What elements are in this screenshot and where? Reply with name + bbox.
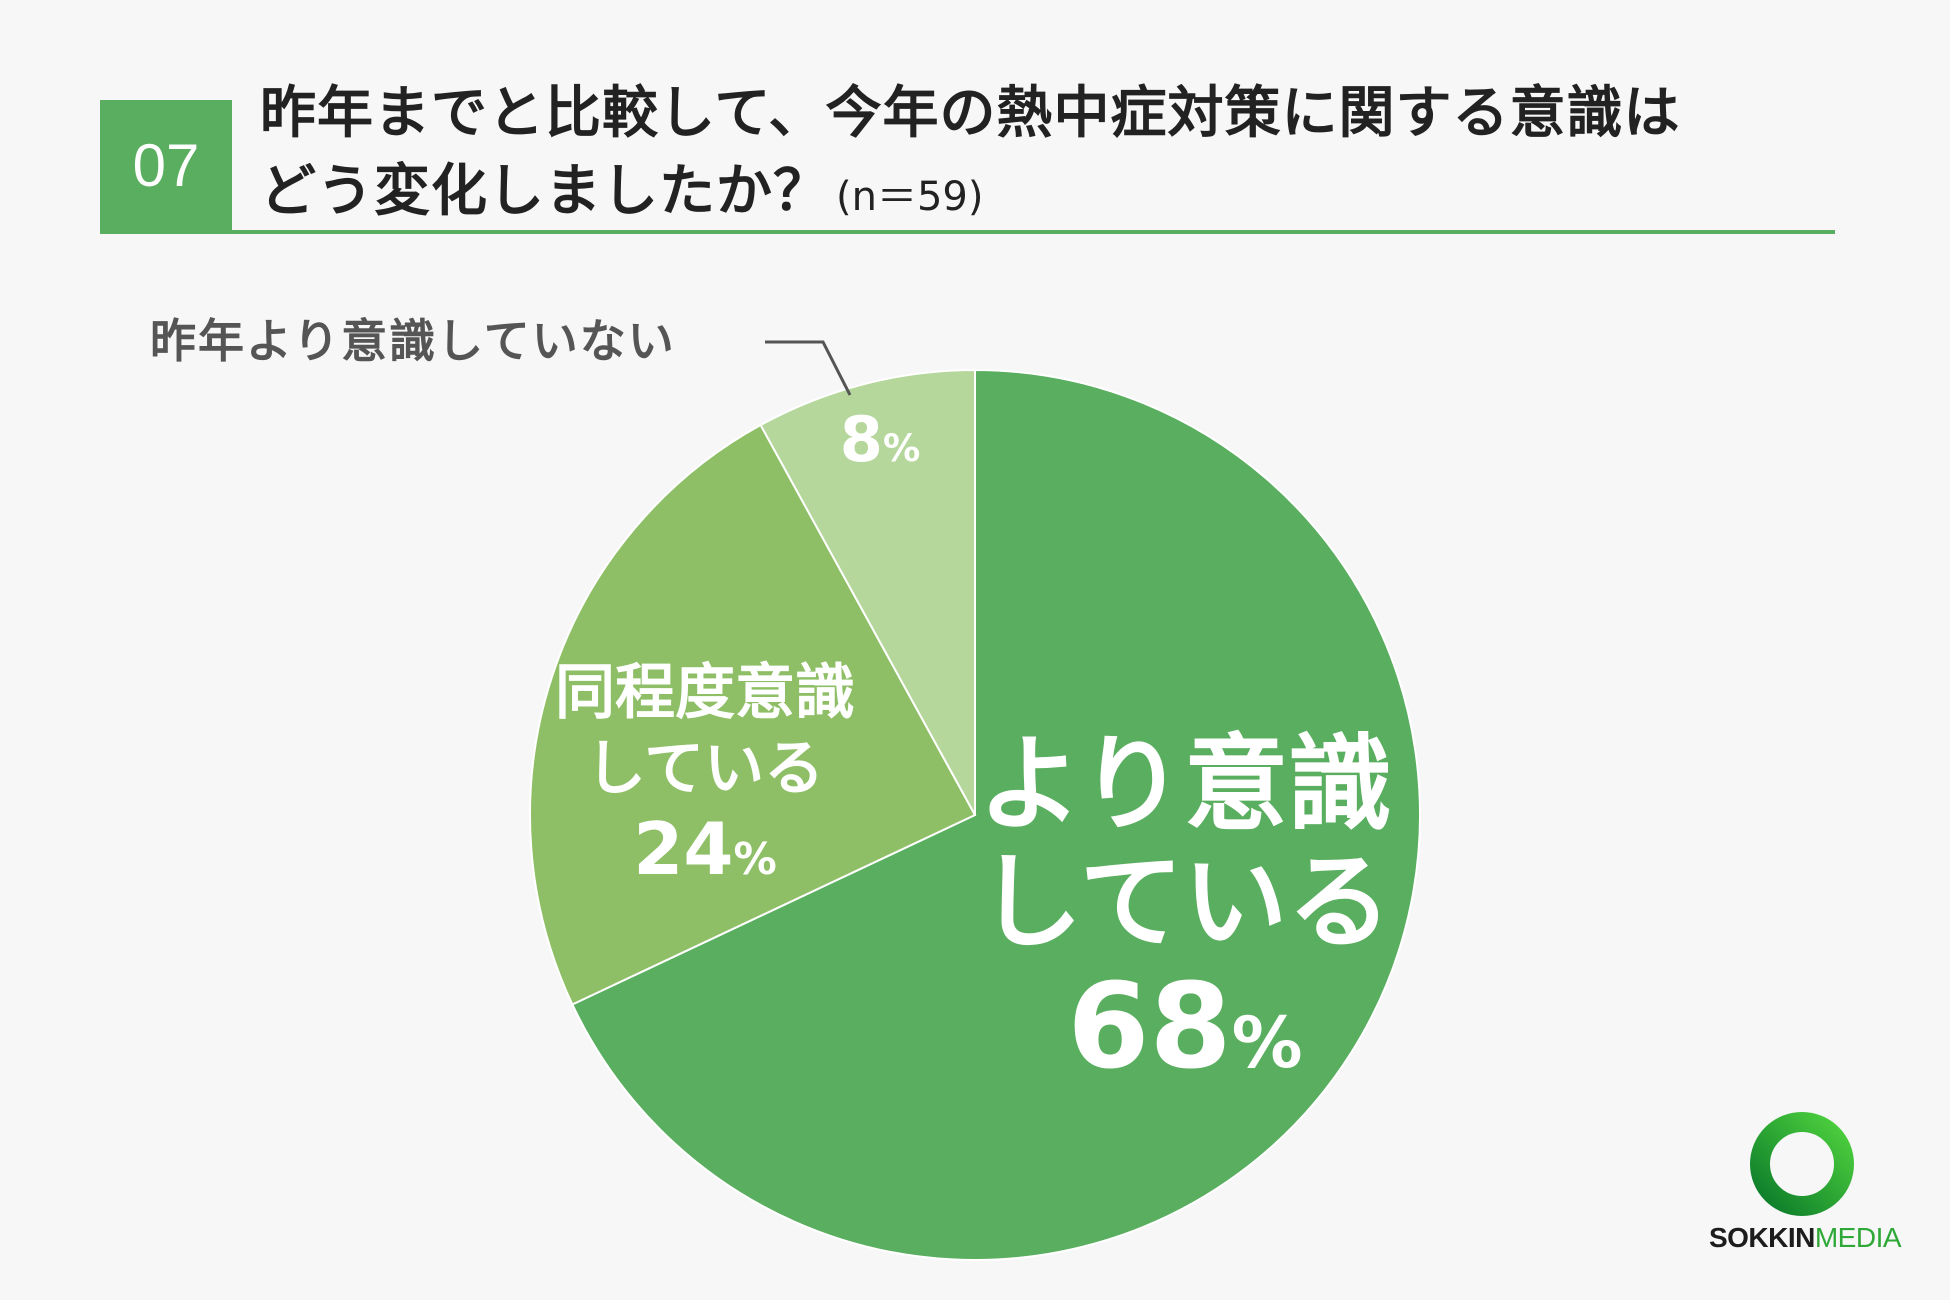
sample-size: (n＝59)	[836, 174, 984, 220]
question-number: 07	[132, 131, 200, 199]
title-line-1: 昨年までと比較して、今年の熱中症対策に関する意識は	[260, 81, 1681, 146]
pie-slice-same-conscious	[529, 423, 977, 1006]
percent-sign: %	[1231, 1001, 1303, 1084]
logo-text-media: MEDIA	[1814, 1222, 1902, 1253]
pie-slice-more-conscious	[571, 368, 1421, 1261]
slice-value-not-conscious-text: 8%	[840, 403, 920, 476]
slice-value-more-conscious: 68%	[975, 967, 1395, 1102]
header-divider	[100, 230, 1835, 234]
slice-value-not-conscious: 8%	[820, 405, 940, 483]
title-line-2-text: どう変化しましたか？	[260, 159, 830, 224]
question-number-badge: 07	[100, 100, 232, 230]
slice-label-same-conscious-line2: している	[585, 734, 825, 804]
percent-sign: %	[733, 835, 777, 885]
sokkin-media-logo: SOKKINMEDIA	[1690, 1110, 1920, 1260]
slice-label-same-conscious: 同程度意識 している 24%	[545, 655, 865, 898]
leader-line	[765, 340, 852, 396]
slice-value-8: 8	[839, 403, 883, 476]
slice-value-same-conscious: 24%	[545, 811, 865, 898]
percent-sign: %	[882, 426, 921, 470]
logo-text-sokkin: SOKKIN	[1708, 1222, 1815, 1253]
chart-title: 昨年までと比較して、今年の熱中症対策に関する意識は どう変化しましたか？ (n＝5…	[260, 75, 1820, 236]
title-line-2: どう変化しましたか？ (n＝59)	[260, 153, 1820, 236]
slice-value-24: 24	[633, 807, 734, 891]
logo-wordmark: SOKKINMEDIA	[1690, 1222, 1920, 1254]
slice-value-68: 68	[1067, 957, 1232, 1095]
slice-label-more-conscious-line1: より意識	[978, 723, 1392, 845]
slice-label-not-conscious: 昨年より意識していない	[150, 314, 676, 368]
logo-ring-icon	[1750, 1112, 1854, 1216]
chart-header: 07 昨年までと比較して、今年の熱中症対策に関する意識は どう変化しましたか？(…	[100, 75, 1835, 235]
pie-slice-not-conscious	[759, 368, 976, 816]
slice-label-same-conscious-line1: 同程度意識	[555, 658, 855, 728]
slice-label-more-conscious: より意識 している 68%	[975, 725, 1395, 1102]
slice-label-more-conscious-line2: している	[978, 841, 1392, 963]
